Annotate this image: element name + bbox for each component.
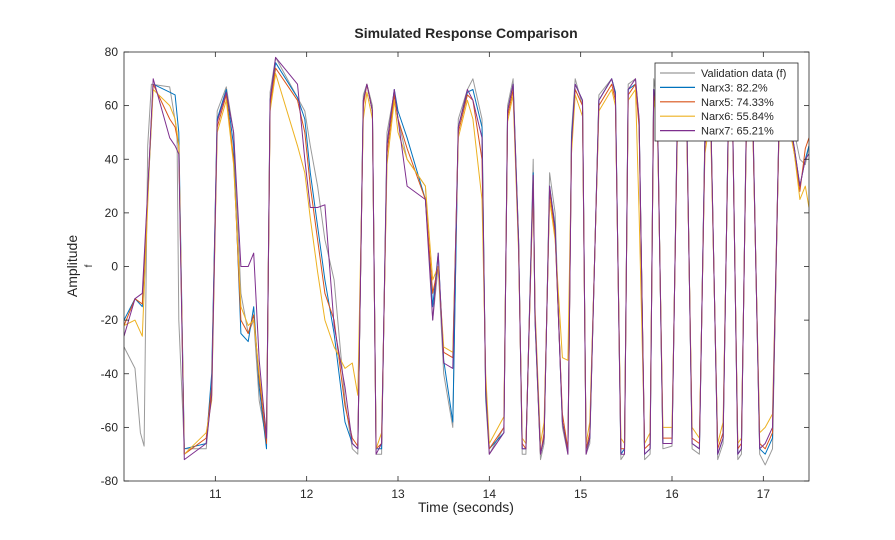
- x-axis: 11 12 13 14 15 16 17: [209, 52, 770, 501]
- legend-label-5: Narx7: 65.21%: [701, 126, 774, 138]
- y-axis-label: Amplitude: [64, 235, 80, 297]
- y-tick-label: 0: [111, 260, 118, 274]
- y-tick-label: 80: [105, 45, 119, 59]
- x-tick-label: 15: [574, 487, 588, 501]
- chart-title: Simulated Response Comparison: [354, 25, 577, 41]
- x-tick-label: 11: [209, 487, 222, 501]
- y-tick-label: -80: [101, 474, 119, 488]
- x-tick-label: 17: [757, 487, 771, 501]
- y-tick-label: -20: [101, 313, 119, 327]
- y-tick-label: 20: [105, 206, 119, 220]
- y-axis: -80 -60 -40 -20 0 20 40 60 80: [101, 45, 809, 488]
- y-tick-label: 40: [105, 152, 119, 166]
- legend-label-1: Validation data (f): [701, 68, 786, 80]
- legend-label-4: Narx6: 55.84%: [701, 111, 774, 123]
- x-tick-label: 13: [391, 487, 405, 501]
- x-tick-label: 14: [483, 487, 497, 501]
- legend-label-2: Narx3: 82.2%: [701, 82, 768, 94]
- x-axis-label: Time (seconds): [418, 499, 514, 515]
- y-axis-sublabel: f: [84, 264, 95, 267]
- legend: Validation data (f) Narx3: 82.2% Narx5: 74…: [654, 62, 799, 142]
- x-tick-label: 12: [300, 487, 314, 501]
- y-tick-label: 60: [105, 99, 119, 113]
- y-tick-label: -40: [101, 367, 119, 381]
- legend-label-3: Narx5: 74.33%: [701, 97, 774, 109]
- x-tick-label: 16: [665, 487, 679, 501]
- y-tick-label: -60: [101, 420, 119, 434]
